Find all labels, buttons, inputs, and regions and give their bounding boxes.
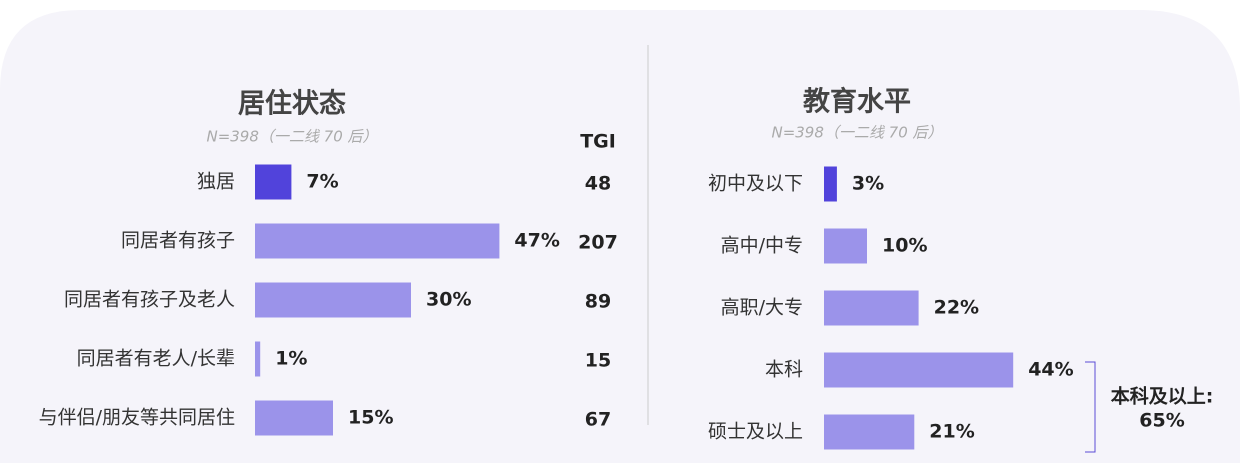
bar xyxy=(255,341,261,377)
category-label: 同居者有孩子及老人 xyxy=(64,289,235,311)
bar xyxy=(255,400,333,436)
bar xyxy=(255,223,500,259)
category-label: 高职/大专 xyxy=(721,297,803,319)
category-label: 本科 xyxy=(765,359,803,381)
chart-subtitle: N=398（一二线 70 后） xyxy=(771,124,942,142)
value-label: 44% xyxy=(1028,359,1073,381)
category-label: 同居者有孩子 xyxy=(121,230,235,252)
bar xyxy=(824,228,867,264)
bar xyxy=(255,164,292,200)
bar xyxy=(824,414,915,450)
tgi-value: 48 xyxy=(585,173,611,195)
category-label: 独居 xyxy=(197,171,235,193)
bar xyxy=(824,352,1014,388)
category-label: 初中及以下 xyxy=(708,173,803,195)
value-label: 22% xyxy=(934,297,979,319)
tgi-value: 89 xyxy=(585,291,611,313)
tgi-value: 207 xyxy=(578,232,618,254)
category-label: 高中/中专 xyxy=(721,235,803,257)
annotation: 本科及以上: xyxy=(1111,385,1214,408)
tgi-value: 15 xyxy=(585,350,611,372)
category-label: 与伴侣/朋友等共同居住 xyxy=(39,407,235,429)
category-label: 同居者有老人/长辈 xyxy=(77,348,235,370)
chart-title: 居住状态 xyxy=(238,88,346,120)
chart-subtitle: N=398（一二线 70 后） xyxy=(206,128,377,146)
bar xyxy=(824,290,919,326)
chart-title: 教育水平 xyxy=(803,86,911,118)
value-label: 3% xyxy=(852,173,884,195)
category-label: 硕士及以上 xyxy=(708,421,803,443)
value-label: 47% xyxy=(514,230,559,252)
tgi-header: TGI xyxy=(580,131,616,153)
value-label: 15% xyxy=(348,407,393,429)
value-label: 21% xyxy=(929,421,974,443)
annotation: 65% xyxy=(1139,410,1184,432)
tgi-value: 67 xyxy=(585,409,611,431)
value-label: 10% xyxy=(882,235,927,257)
panel xyxy=(0,10,1240,463)
value-label: 1% xyxy=(275,348,307,370)
value-label: 30% xyxy=(426,289,471,311)
bar xyxy=(824,166,837,202)
value-label: 7% xyxy=(306,171,338,193)
bar xyxy=(255,282,411,318)
bracket xyxy=(1085,361,1096,453)
